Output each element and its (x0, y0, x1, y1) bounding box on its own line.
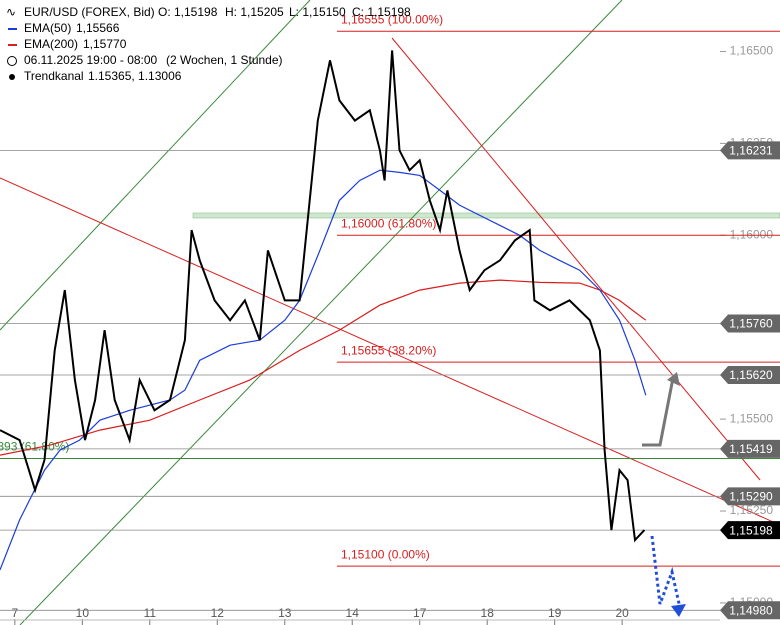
legend-entry: EMA(50) (24, 21, 71, 35)
fib-label: 1,16000 (61.80%) (341, 216, 436, 230)
channel-icon (9, 74, 15, 80)
period-note: (2 Wochen, 1 Stunde) (166, 53, 283, 67)
support-zone (192, 212, 780, 219)
price-tag-label: 1,15419 (729, 442, 773, 456)
x-tick-label: 7 (12, 606, 19, 620)
legend-value: 1,15770 (83, 37, 127, 51)
price-tag (720, 601, 780, 620)
price-tag (720, 366, 780, 384)
legend: ∿ EUR/USD (FOREX, Bid) O: 1,15198 H: 1,1… (6, 5, 411, 83)
fib-label: 1,15655 (38.20%) (341, 343, 436, 357)
x-tick-label: 10 (76, 606, 90, 620)
channel-line (0, 0, 311, 331)
price-tag (720, 487, 780, 506)
y-tick-label: 1,15250 (730, 503, 774, 517)
instrument: EUR/USD (FOREX, Bid) (24, 5, 155, 19)
fib-label: 1,15100 (0.00%) (341, 547, 430, 561)
y-tick-label: 1,16500 (730, 44, 774, 58)
channel: Trendkanal (24, 69, 84, 83)
legend-entry: EMA(200) (24, 37, 78, 51)
arrow-up (642, 377, 675, 447)
x-tick-label: 18 (481, 606, 495, 620)
ema-line (0, 169, 647, 571)
price-tag (720, 439, 780, 458)
price-tag (720, 314, 780, 333)
legend-value: 1,15566 (76, 21, 120, 35)
quote: O: 1,15198 (158, 5, 218, 19)
y-tick-label: 1,15500 (730, 411, 774, 425)
channel-line (19, 0, 623, 625)
trend-line (0, 177, 780, 526)
x-tick-label: 17 (413, 606, 427, 620)
period: 06.11.2025 19:00 - 08:00 (24, 53, 158, 67)
price-tag-label: 1,15290 (729, 489, 773, 503)
trend-line (391, 37, 761, 481)
quote: C: 1,15198 (352, 5, 411, 19)
price-tag (720, 141, 780, 160)
plot: 1,165001,162501,160001,155001,152501,150… (0, 12, 780, 625)
x-tick-label: 20 (615, 606, 629, 620)
price-tag-label: 1,15760 (729, 317, 773, 331)
price-tag-label: 1,14980 (729, 603, 773, 617)
price-tag-label: 1,16231 (729, 144, 773, 158)
price-line (0, 50, 646, 543)
fib-label: 1,16555 (100.00%) (341, 12, 443, 26)
arrow-head (667, 372, 680, 386)
quote: H: 1,15205 (225, 5, 284, 19)
arrow-head (671, 604, 686, 617)
y-tick-label: 1,16000 (730, 227, 774, 241)
clock-icon (7, 56, 17, 66)
x-tick-label: 12 (211, 606, 225, 620)
fib-label: 1,15393 (61.80%) (0, 440, 69, 454)
channel-values: 1.15365, 1.13006 (88, 69, 182, 83)
arrow-down (650, 535, 682, 609)
price-tag-label: 1,15620 (729, 368, 773, 382)
x-tick-label: 13 (278, 606, 292, 620)
x-tick-label: 19 (548, 606, 562, 620)
price-tag-label: 1,15198 (729, 523, 773, 537)
symbol-icon: ∿ (6, 5, 16, 19)
price-tag (720, 521, 780, 540)
x-tick-label: 11 (144, 606, 157, 620)
quote: L: 1,15150 (289, 5, 346, 19)
x-tick-label: 14 (346, 606, 360, 620)
